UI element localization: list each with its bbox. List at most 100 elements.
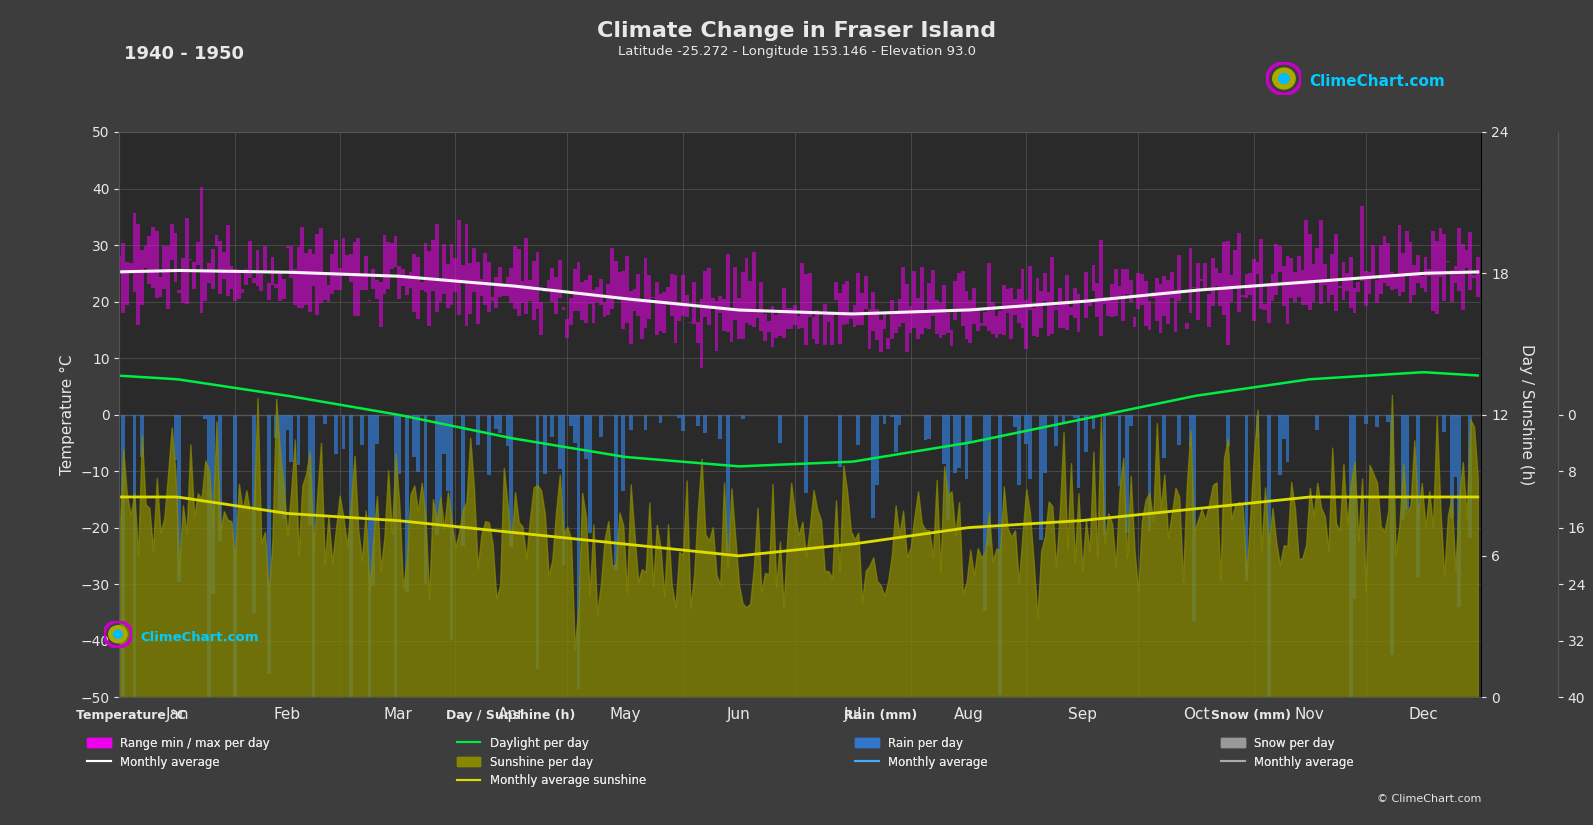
Bar: [386, 242, 390, 289]
Bar: [1386, 414, 1391, 422]
Bar: [969, 299, 972, 343]
Bar: [323, 414, 327, 424]
Bar: [1032, 308, 1035, 336]
Bar: [204, 414, 207, 419]
Bar: [446, 414, 449, 491]
Bar: [282, 414, 285, 519]
Bar: [1413, 265, 1416, 295]
Bar: [1196, 262, 1200, 320]
Bar: [562, 307, 566, 309]
Bar: [1427, 269, 1431, 276]
Bar: [607, 284, 610, 315]
Bar: [760, 282, 763, 331]
Bar: [252, 414, 255, 614]
Bar: [1129, 414, 1133, 426]
Bar: [704, 271, 707, 318]
Bar: [360, 414, 363, 445]
Bar: [693, 282, 696, 323]
Bar: [618, 272, 621, 300]
Bar: [1319, 219, 1322, 304]
Bar: [1271, 274, 1274, 301]
Bar: [476, 262, 479, 324]
Bar: [1472, 275, 1475, 277]
Bar: [860, 293, 863, 325]
Bar: [1458, 414, 1461, 606]
Bar: [374, 414, 379, 445]
Bar: [121, 414, 126, 706]
Bar: [398, 266, 401, 299]
Bar: [1278, 246, 1282, 272]
Bar: [771, 306, 774, 346]
Bar: [1349, 257, 1352, 309]
Bar: [226, 225, 229, 296]
Bar: [1438, 229, 1442, 277]
Bar: [599, 414, 602, 437]
Bar: [307, 249, 312, 312]
Bar: [457, 219, 460, 315]
Bar: [1391, 272, 1394, 290]
Bar: [1352, 414, 1357, 599]
Bar: [999, 414, 1002, 695]
Bar: [1364, 414, 1368, 424]
Bar: [1286, 414, 1289, 462]
Bar: [129, 263, 132, 273]
Bar: [1158, 284, 1163, 333]
Bar: [696, 414, 699, 427]
Bar: [1305, 220, 1308, 304]
Bar: [443, 244, 446, 294]
Bar: [1431, 232, 1435, 311]
Bar: [658, 414, 663, 423]
Bar: [636, 274, 640, 316]
Bar: [652, 297, 655, 298]
Bar: [1174, 290, 1177, 332]
Bar: [1227, 242, 1230, 346]
Bar: [174, 414, 177, 460]
Bar: [688, 322, 693, 323]
Bar: [1333, 234, 1338, 311]
Bar: [890, 414, 894, 417]
Bar: [1055, 414, 1058, 446]
Bar: [151, 227, 155, 288]
Bar: [1453, 266, 1458, 283]
Bar: [954, 281, 957, 320]
Bar: [577, 414, 580, 689]
Bar: [196, 242, 199, 265]
Bar: [946, 313, 949, 332]
Bar: [741, 414, 744, 419]
Bar: [393, 237, 398, 266]
Bar: [1043, 414, 1047, 473]
Bar: [573, 414, 577, 443]
Bar: [543, 414, 546, 474]
Bar: [390, 243, 393, 269]
Bar: [954, 414, 957, 474]
Circle shape: [1279, 73, 1289, 83]
Bar: [1244, 414, 1249, 581]
Bar: [1435, 241, 1438, 314]
Bar: [1102, 414, 1107, 535]
Bar: [580, 282, 585, 320]
Bar: [221, 252, 226, 279]
Bar: [1129, 280, 1133, 302]
Bar: [132, 414, 137, 754]
Bar: [946, 414, 949, 521]
Bar: [801, 262, 804, 328]
Bar: [505, 414, 510, 446]
Bar: [290, 414, 293, 462]
Bar: [177, 414, 182, 582]
Bar: [1416, 414, 1419, 578]
Bar: [569, 414, 573, 427]
Bar: [1360, 206, 1364, 281]
Bar: [252, 278, 255, 284]
Bar: [969, 414, 972, 441]
Bar: [460, 414, 465, 546]
Bar: [1442, 234, 1446, 301]
Bar: [249, 242, 252, 278]
Bar: [715, 301, 718, 351]
Bar: [1096, 283, 1099, 317]
Bar: [1386, 243, 1391, 285]
Bar: [1203, 263, 1207, 289]
Bar: [346, 255, 349, 276]
Bar: [1077, 414, 1080, 488]
Bar: [505, 277, 510, 296]
Bar: [846, 280, 849, 323]
